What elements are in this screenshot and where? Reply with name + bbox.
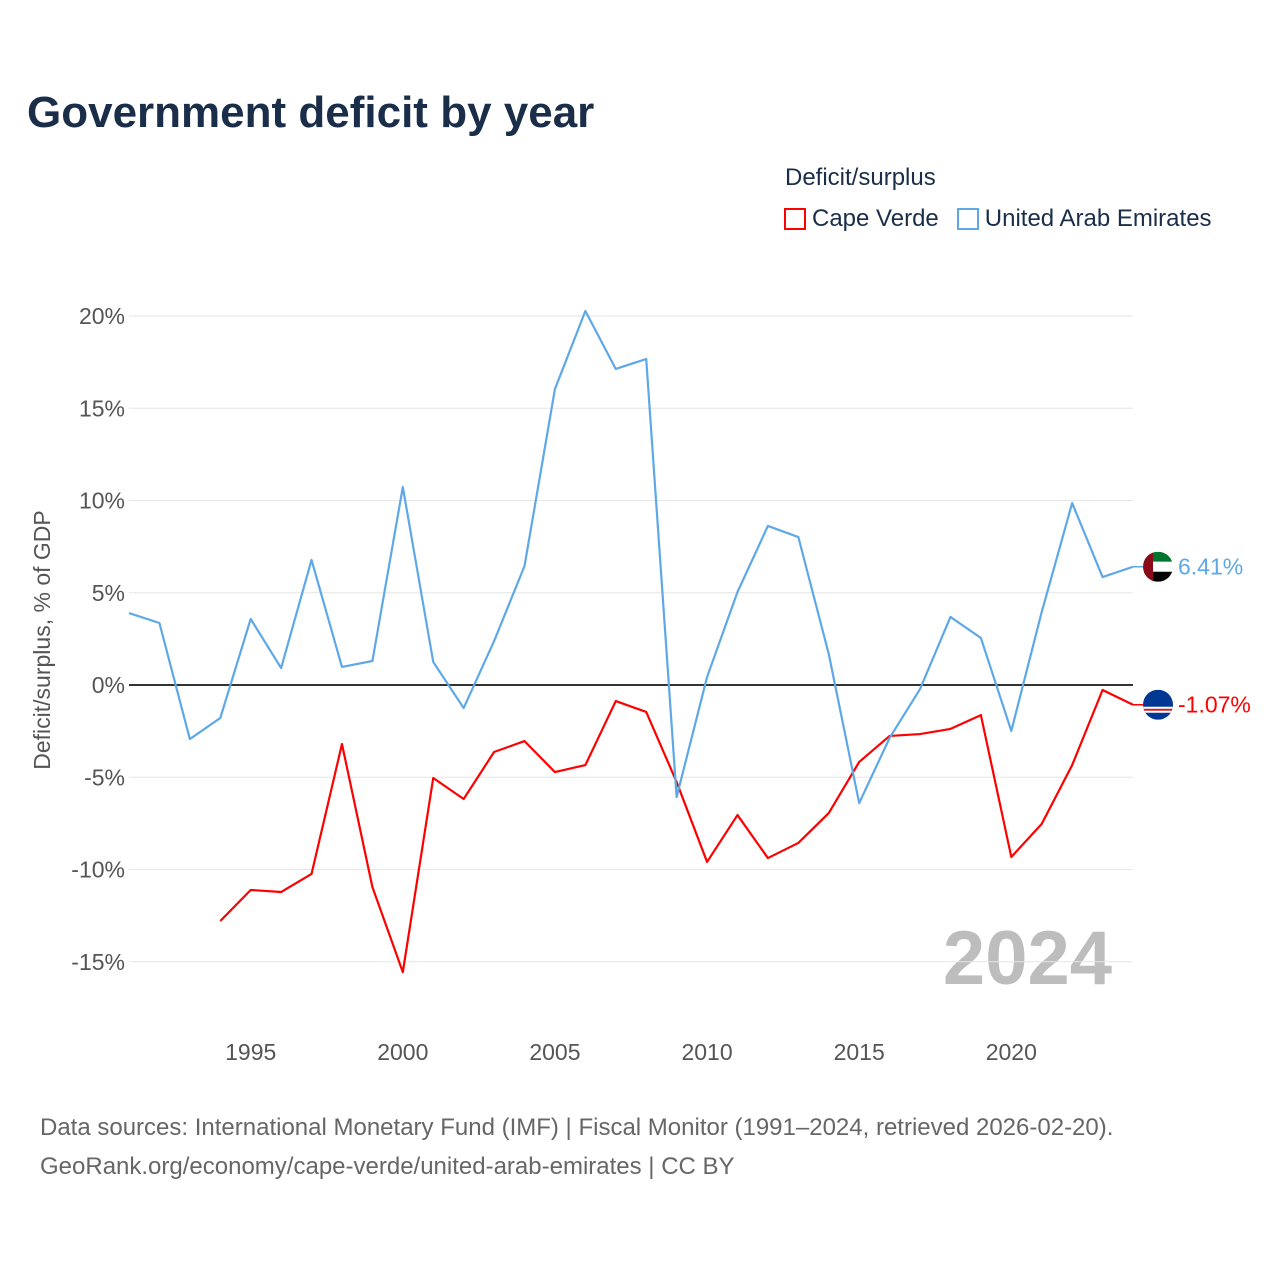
uae-flag-icon — [1143, 551, 1173, 582]
year-watermark: 2024 — [943, 916, 1112, 1001]
y-tick-label: 20% — [79, 303, 125, 329]
attribution-link[interactable]: GeoRank.org/economy/cape-verde/united-ar… — [40, 1153, 735, 1180]
y-tick-label: -10% — [71, 857, 125, 883]
series-line-uae — [128, 309, 1134, 805]
chart-title: Government deficit by year — [27, 88, 595, 137]
y-axis-label: Deficit/surplus, % of GDP — [29, 510, 55, 769]
x-tick-label: 1995 — [225, 1039, 276, 1065]
y-tick-label: 0% — [92, 672, 125, 698]
legend-label: Cape Verde — [812, 205, 939, 232]
legend-swatch-cape-verde — [784, 208, 806, 230]
y-tick-label: 15% — [79, 395, 125, 421]
cape-verde-flag-icon — [1143, 689, 1173, 720]
y-tick-label: -5% — [84, 764, 125, 790]
footer: Data sources: International Monetary Fun… — [40, 1108, 1113, 1186]
y-tick-label: 10% — [79, 488, 125, 514]
y-tick-label: -15% — [71, 949, 125, 975]
data-source-text: Data sources: International Monetary Fun… — [40, 1114, 1114, 1141]
x-tick-label: 2005 — [529, 1039, 580, 1065]
end-value-label: 6.41% — [1178, 554, 1243, 580]
x-tick-label: 2010 — [681, 1039, 732, 1065]
end-value-label: -1.07% — [1178, 692, 1251, 718]
chart-area: 2024 Deficit/surplus, % of GDP -15% -10% -… — [29, 303, 1251, 1065]
legend-title: Deficit/surplus — [785, 164, 936, 191]
x-tick-label: 2000 — [377, 1039, 428, 1065]
legend-swatch-uae — [956, 208, 979, 230]
x-tick-label: 2020 — [986, 1039, 1037, 1065]
legend-label: United Arab Emirates — [984, 205, 1212, 232]
x-tick-label: 2015 — [834, 1039, 885, 1065]
legend-item-uae[interactable]: United Arab Emirates — [956, 205, 1212, 233]
legend-item-cape-verde[interactable]: Cape Verde — [784, 205, 939, 233]
y-tick-label: 5% — [92, 580, 125, 606]
legend: Cape Verde United Arab Emirates — [784, 205, 1212, 233]
